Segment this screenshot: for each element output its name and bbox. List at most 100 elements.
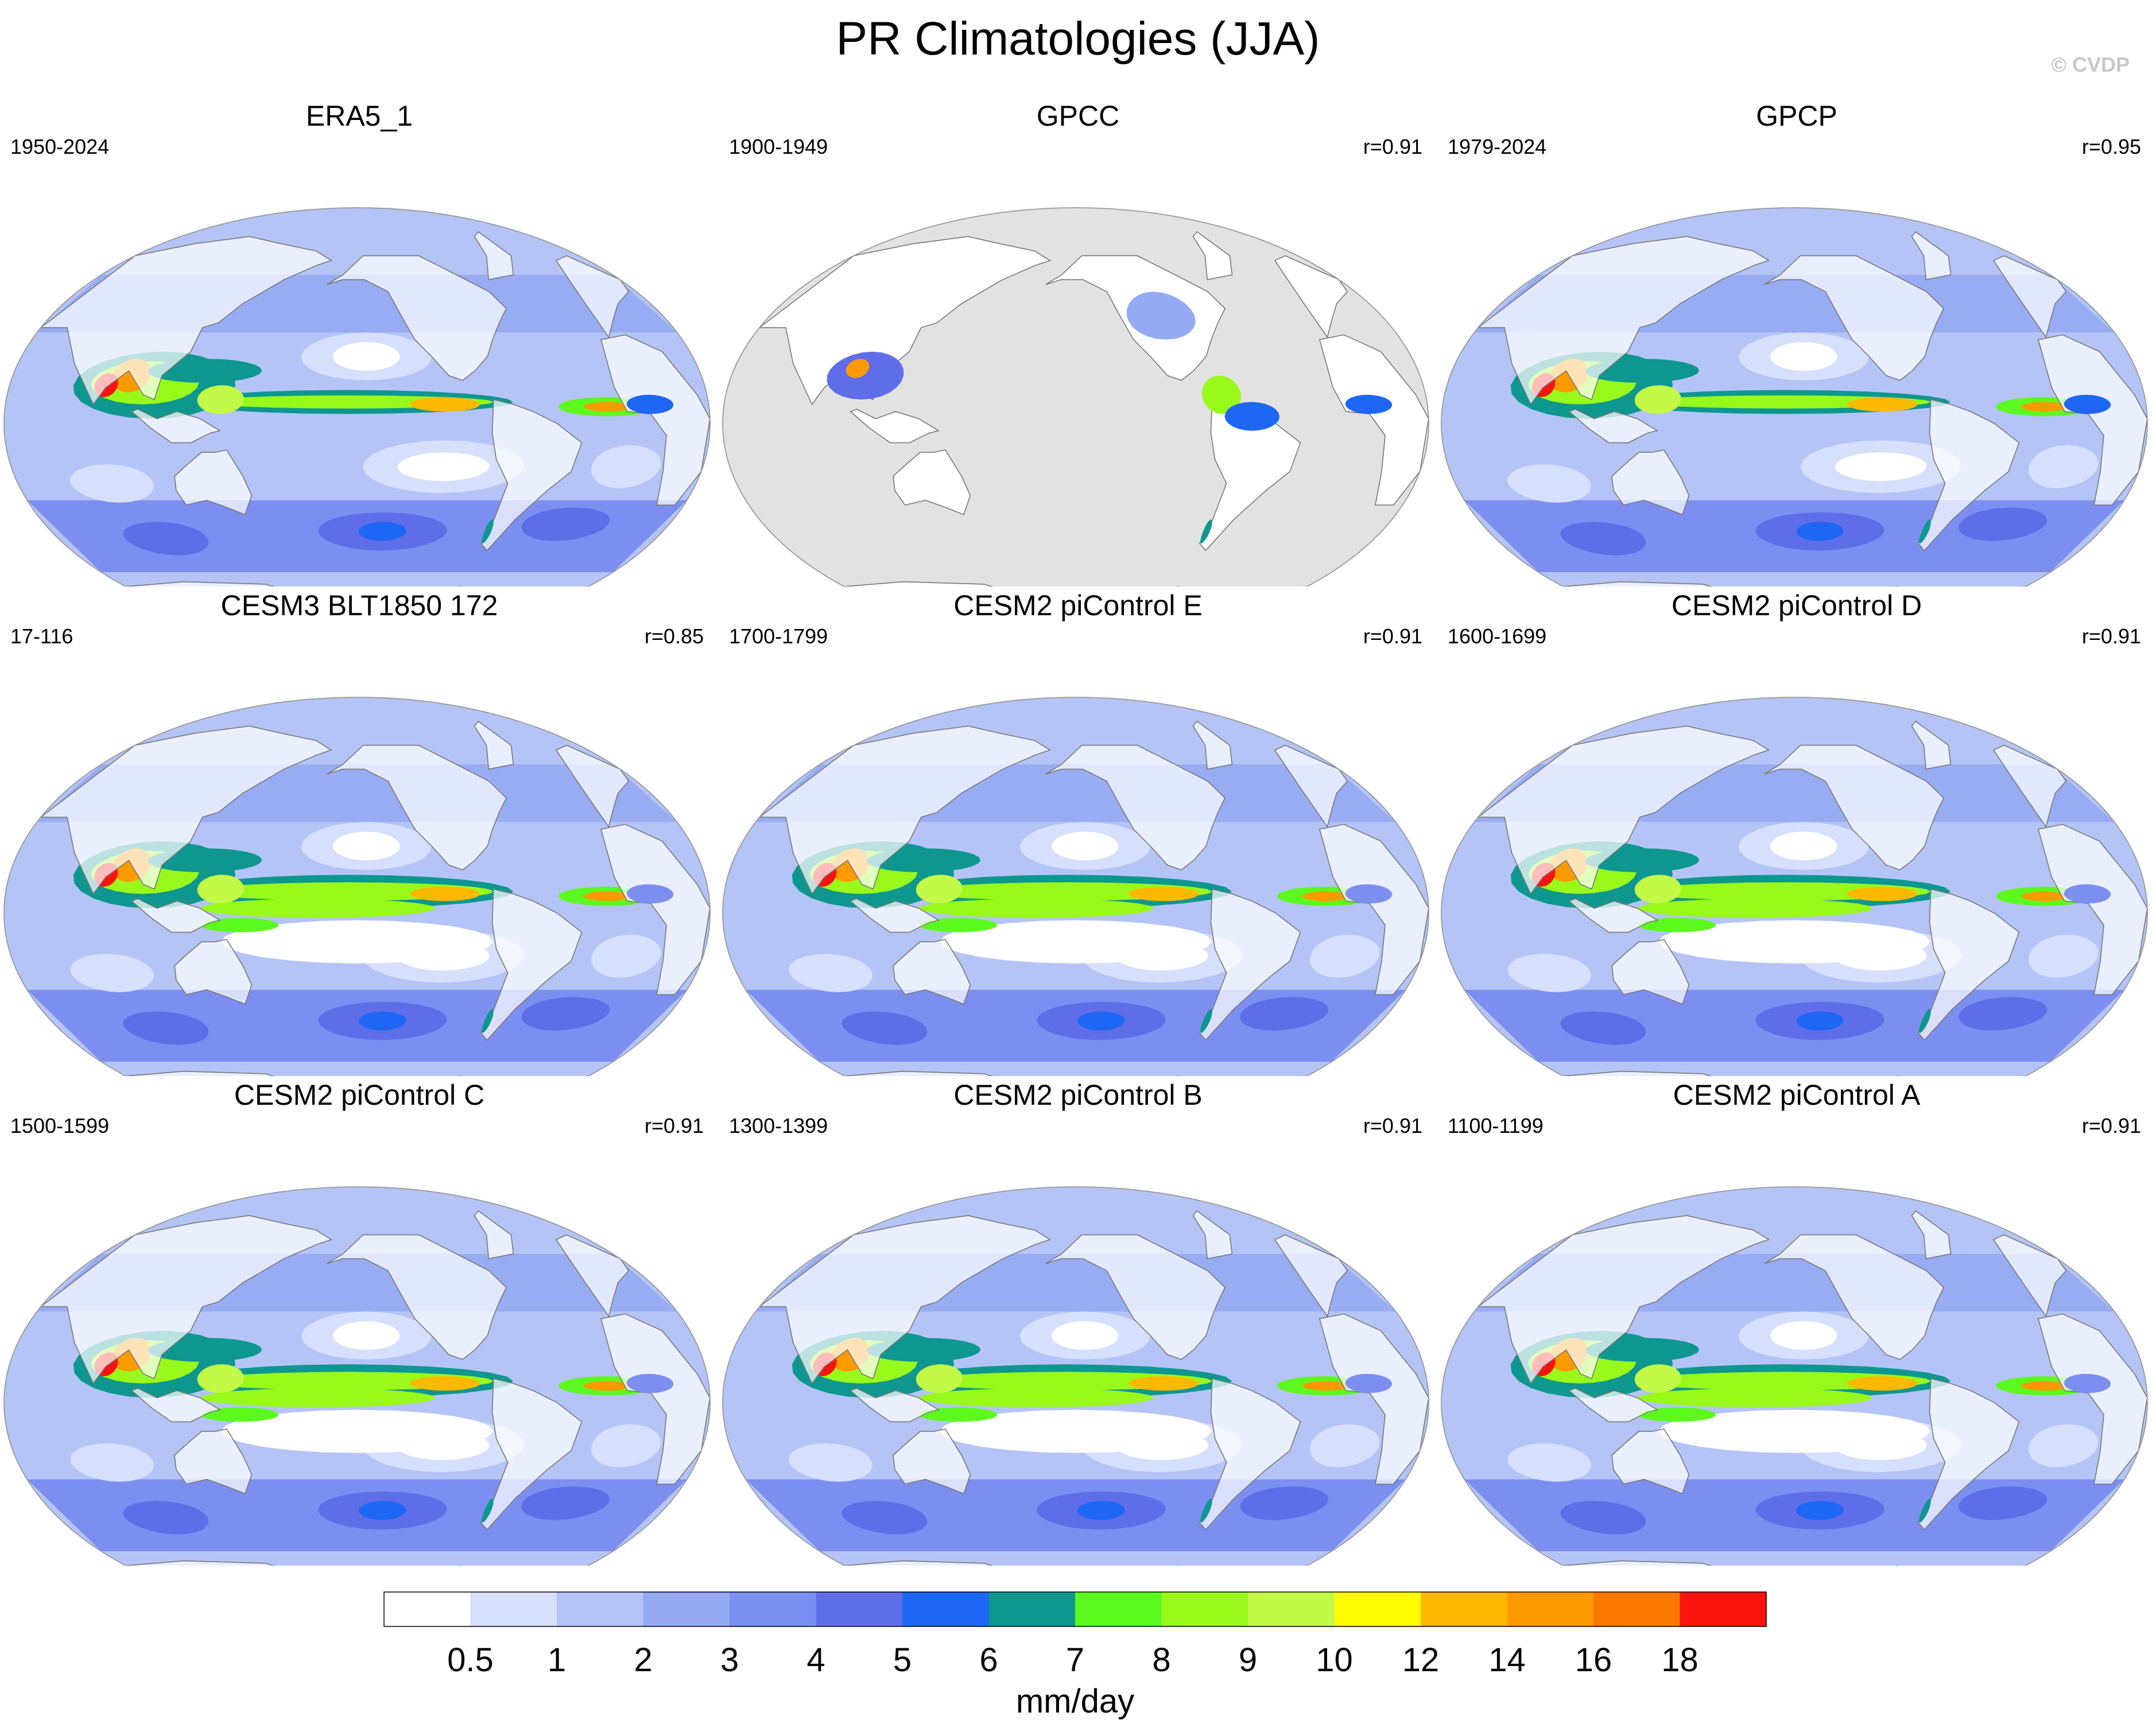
- panel-correlation: r=0.91: [1363, 1114, 1422, 1137]
- land-australia: [893, 939, 971, 1005]
- dry-zone-s-indian: [1507, 1443, 1591, 1482]
- land-precip-max-asia: [846, 359, 870, 378]
- land-asia: [758, 236, 1052, 406]
- double-itcz-model: [918, 1388, 1154, 1408]
- map-panel-cesm2-picontrol-d: CESM2 piControl D 1600-1699 r=0.91: [1437, 588, 2156, 1076]
- itcz-east-pacific-max: [1128, 1376, 1199, 1391]
- dry-zone-s-indian: [1507, 954, 1591, 992]
- precip-max-south-pacific-core: [1796, 1501, 1844, 1520]
- west-pacific-max: [197, 875, 245, 904]
- dry-zone-ne-pacific-core: [1051, 832, 1119, 861]
- dry-zone-equatorial-model: [221, 920, 493, 964]
- land-australia: [893, 1428, 971, 1494]
- dry-zone-s-indian: [70, 954, 154, 992]
- land-australia: [174, 939, 253, 1005]
- panel-correlation: r=0.85: [644, 624, 704, 648]
- meiyu-baiu-band: [148, 1338, 262, 1362]
- land-precip-asia: [827, 351, 904, 400]
- map-panel-era5: ERA5_1 1950-2024: [0, 99, 719, 587]
- land-australia: [174, 1428, 253, 1494]
- dry-zone-s-indian: [789, 954, 873, 992]
- colorbar-swatch: [557, 1592, 643, 1626]
- panel-years: 17-116: [10, 624, 73, 648]
- colorbar-swatch: [816, 1592, 902, 1626]
- land-europe: [1992, 744, 2067, 828]
- land-africa: [600, 824, 710, 995]
- land-antarctica: [844, 1070, 1308, 1076]
- land-precip-north-america: [1126, 292, 1196, 340]
- colorbar-border: [383, 1591, 1767, 1627]
- land-namerica: [327, 255, 507, 381]
- colorbar-tick-label: 3: [720, 1641, 739, 1679]
- colorbar-swatch: [1334, 1592, 1421, 1626]
- panel-correlation: r=0.91: [1363, 135, 1422, 158]
- dry-zone-ne-pacific-core: [1770, 832, 1837, 861]
- land-europe: [1274, 1234, 1348, 1318]
- itcz-east-pacific-max: [409, 887, 480, 902]
- land-asia: [1476, 236, 1770, 406]
- land-namerica: [1764, 255, 1945, 381]
- map-panel-cesm3-blt1850: CESM3 BLT1850 172 17-116 r=0.85: [0, 588, 719, 1076]
- precip-max-south-pacific-core: [1077, 1501, 1125, 1520]
- dry-zone-se-pacific-core: [1835, 452, 1927, 482]
- precip-west-africa: [1345, 884, 1393, 904]
- colorbar-swatch: [384, 1592, 471, 1626]
- colorbar-swatch: [1680, 1592, 1766, 1626]
- dry-zone-ne-pacific-core: [332, 1321, 400, 1350]
- west-pacific-max: [916, 875, 963, 904]
- land-indonesia: [850, 409, 940, 444]
- dry-zone-s-atlantic: [591, 445, 661, 488]
- dry-zone-s-indian: [1507, 464, 1591, 503]
- land-europe: [1274, 255, 1348, 339]
- map-border: [722, 207, 1429, 587]
- precip-chile: [1200, 519, 1212, 543]
- precip-max-south-pacific-core: [359, 1501, 406, 1520]
- land-africa: [600, 334, 710, 506]
- panel-years: 1900-1949: [729, 135, 828, 158]
- dry-zone-equatorial-model: [940, 920, 1212, 964]
- land-samerica: [1917, 888, 2020, 1041]
- land-indonesia: [1568, 409, 1659, 444]
- panel-title: CESM2 piControl A: [1673, 1079, 1921, 1111]
- colorbar-tick-label: 5: [893, 1641, 912, 1679]
- precip-chile: [482, 1498, 494, 1523]
- land-indonesia: [850, 1388, 940, 1423]
- dry-zone-s-atlantic: [1310, 934, 1380, 978]
- precip-max-south-atlantic: [521, 1486, 610, 1520]
- land-antarctica: [125, 581, 589, 587]
- west-pacific-max: [1634, 875, 1682, 904]
- colorbar-tick-label: 0.5: [447, 1641, 494, 1679]
- land-antarctica: [125, 1070, 589, 1076]
- map-border: [1441, 1186, 2148, 1566]
- dry-zone-ne-pacific-core: [1051, 1321, 1119, 1350]
- itcz-east-pacific-max: [1847, 1376, 1918, 1391]
- double-itcz-model: [918, 898, 1154, 918]
- land-precip-central-america: [1202, 375, 1241, 414]
- west-pacific-max: [1634, 1364, 1682, 1393]
- dry-zone-s-atlantic: [591, 1424, 661, 1467]
- map-panel-cesm2-picontrol-a: CESM2 piControl A 1100-1199 r=0.91: [1437, 1078, 2156, 1566]
- land-samerica: [1917, 1378, 2020, 1531]
- land-australia: [893, 449, 971, 515]
- west-pacific-max: [916, 1364, 963, 1393]
- colorbar-swatch: [1161, 1592, 1248, 1626]
- colorbar-swatch: [730, 1592, 816, 1626]
- map-border: [3, 207, 711, 587]
- dry-zone-ne-pacific-core: [1770, 342, 1837, 371]
- dry-zone-s-indian: [70, 464, 154, 503]
- colorbar-swatch: [902, 1592, 989, 1626]
- map-border: [722, 697, 1429, 1076]
- spcz-model: [919, 918, 998, 933]
- colorbar-tick-label: 6: [979, 1641, 998, 1679]
- dry-zone-equatorial-model: [221, 1410, 493, 1453]
- precip-map: [1441, 1186, 2148, 1566]
- precip-chile: [1200, 1498, 1212, 1523]
- map-panel-gpcp: GPCP 1979-2024 r=0.95: [1437, 99, 2156, 587]
- meiyu-baiu-band: [148, 848, 262, 872]
- colorbar-tick-label: 1: [548, 1641, 566, 1679]
- land-greenland: [474, 1210, 514, 1260]
- land-antarctica: [125, 1560, 589, 1566]
- land-greenland: [1192, 231, 1233, 281]
- land-europe: [1274, 744, 1348, 828]
- precip-max-south-indian: [842, 1011, 928, 1045]
